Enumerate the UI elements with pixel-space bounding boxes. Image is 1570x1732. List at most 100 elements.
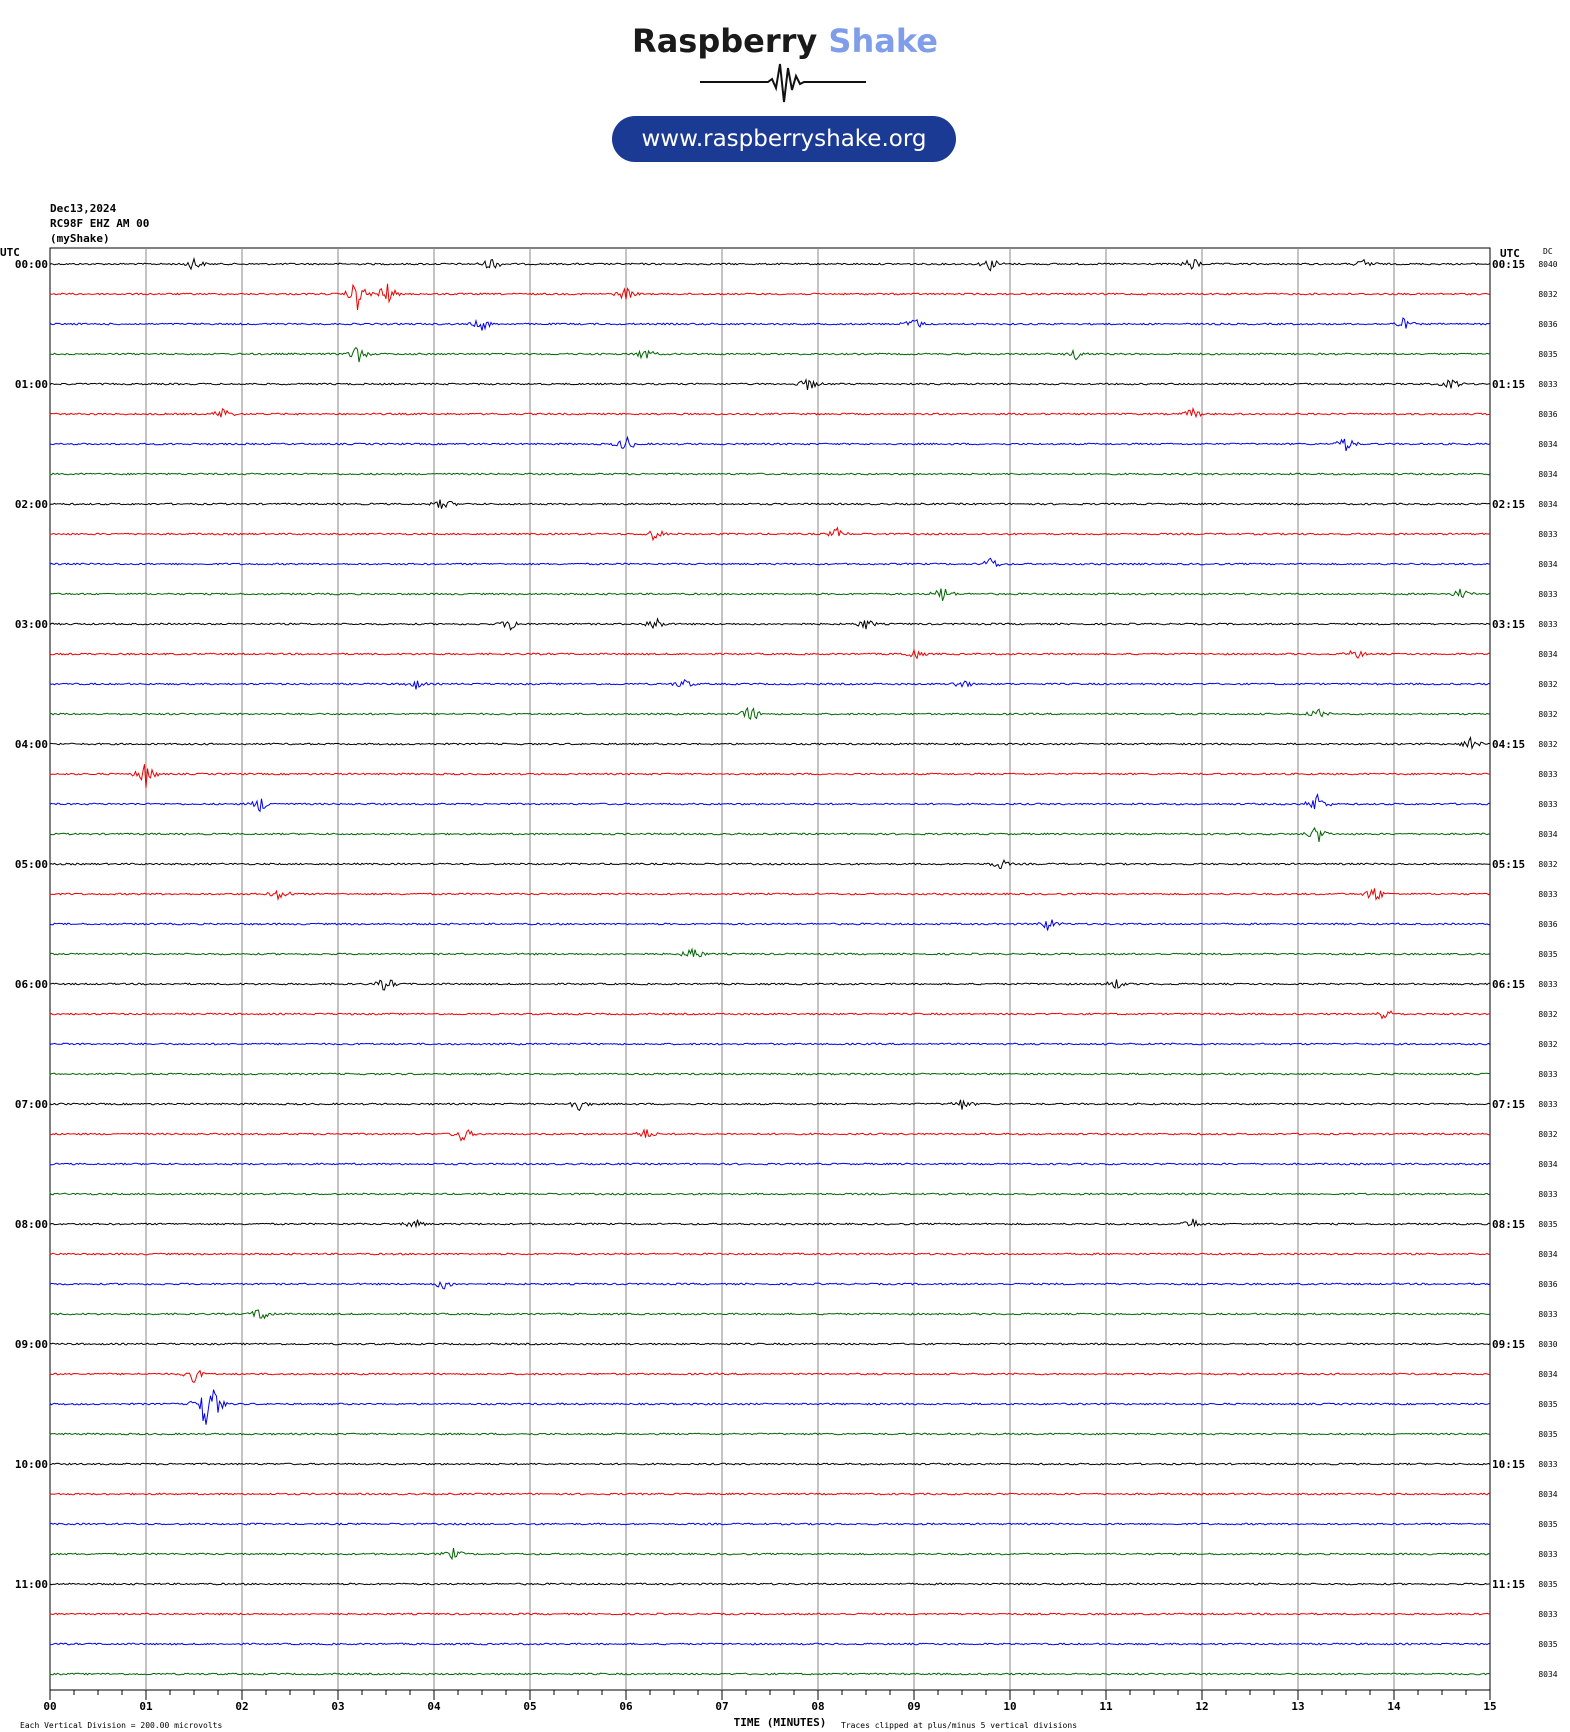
date-label: Dec13,2024: [50, 202, 117, 215]
trace-row-11: [49, 588, 1491, 601]
dc-offset-label: 8032: [1538, 1040, 1557, 1049]
dc-offset-label: 8035: [1538, 350, 1557, 359]
left-axis-title: UTC: [0, 246, 20, 259]
trace-row-41: [49, 1492, 1491, 1496]
dc-offset-label: 8034: [1538, 470, 1557, 479]
x-tick-label: 03: [331, 1700, 344, 1713]
dc-offset-label: 8033: [1538, 380, 1557, 389]
x-tick-label: 07: [715, 1700, 728, 1713]
trace-row-39: [49, 1432, 1491, 1436]
dc-offset-label: 8033: [1538, 1550, 1557, 1559]
dc-offset-label: 8034: [1538, 560, 1557, 569]
right-time-label: 07:15: [1492, 1098, 1525, 1111]
dc-offset-label: 8033: [1538, 890, 1557, 899]
trace-row-44: [49, 1582, 1491, 1586]
left-time-label: 08:00: [15, 1218, 48, 1231]
clip-note: Traces clipped at plus/minus 5 vertical …: [841, 1721, 1078, 1730]
right-time-label: 05:15: [1492, 858, 1525, 871]
trace-row-25: [49, 1010, 1490, 1020]
x-tick-label: 10: [1003, 1700, 1016, 1713]
dc-offset-label: 8030: [1538, 1340, 1557, 1349]
trace-row-31: [49, 1192, 1491, 1196]
grid: [49, 247, 1491, 1700]
x-tick-label: 12: [1195, 1700, 1208, 1713]
left-time-label: 07:00: [15, 1098, 48, 1111]
trace-row-3: [49, 346, 1491, 363]
dc-offset-label: 8032: [1538, 1010, 1557, 1019]
x-axis-label: TIME (MINUTES): [734, 1716, 827, 1729]
dc-offset-label: 8032: [1538, 1130, 1557, 1139]
left-time-label: 09:00: [15, 1338, 48, 1351]
trace-row-10: [49, 557, 1491, 568]
dc-offset-label: 8033: [1538, 980, 1557, 989]
trace-row-27: [49, 1072, 1491, 1076]
trace-row-19: [49, 826, 1491, 842]
trace-row-36: [49, 1342, 1491, 1346]
right-time-label: 11:15: [1492, 1578, 1525, 1591]
left-time-label: 03:00: [15, 618, 48, 631]
dc-offset-label: 8036: [1538, 320, 1557, 329]
left-time-label: 00:00: [15, 258, 48, 271]
trace-row-32: [49, 1218, 1491, 1229]
dc-offset-label: 8033: [1538, 1190, 1557, 1199]
trace-row-24: [49, 979, 1491, 991]
x-tick-label: 15: [1483, 1700, 1496, 1713]
dc-offset-label: 8033: [1538, 1070, 1557, 1079]
dc-offset-label: 8032: [1538, 860, 1557, 869]
trace-row-37: [49, 1369, 1490, 1384]
dc-offset-label: 8034: [1538, 1160, 1557, 1169]
traces: [49, 256, 1491, 1676]
left-time-label: 04:00: [15, 738, 48, 751]
right-time-label: 08:15: [1492, 1218, 1525, 1231]
right-time-label: 10:15: [1492, 1458, 1525, 1471]
dc-offset-label: 8034: [1538, 1370, 1557, 1379]
trace-row-0: [49, 256, 1491, 272]
dc-offset-label: 8033: [1538, 1610, 1557, 1619]
dc-offset-label: 8033: [1538, 1100, 1557, 1109]
trace-row-46: [49, 1642, 1491, 1646]
x-tick-label: 08: [811, 1700, 824, 1713]
dc-offset-label: 8035: [1538, 950, 1557, 959]
left-time-label: 11:00: [15, 1578, 48, 1591]
trace-row-42: [49, 1522, 1491, 1526]
dc-offset-label: 8035: [1538, 1640, 1557, 1649]
dc-offset-label: 8033: [1538, 800, 1557, 809]
trace-row-13: [49, 648, 1491, 660]
trace-row-14: [49, 678, 1491, 690]
dc-offset-label: 8035: [1538, 1220, 1557, 1229]
dc-offset-label: 8036: [1538, 1280, 1557, 1289]
x-tick-label: 06: [619, 1700, 633, 1713]
website-link[interactable]: www.raspberryshake.org: [612, 116, 956, 162]
trace-row-20: [49, 858, 1491, 870]
trace-row-4: [49, 377, 1491, 390]
trace-row-17: [49, 764, 1491, 788]
trace-row-2: [49, 317, 1491, 331]
dc-offset-label: 8036: [1538, 920, 1557, 929]
x-tick-label: 09: [907, 1700, 920, 1713]
right-axis-title: UTC: [1500, 247, 1520, 260]
dc-offset-label: 8033: [1538, 620, 1557, 629]
trace-row-30: [49, 1162, 1491, 1166]
x-tick-label: 00: [43, 1700, 56, 1713]
dc-column-title: DC: [1543, 247, 1553, 256]
dc-offset-label: 8032: [1538, 710, 1557, 719]
trace-row-35: [49, 1309, 1491, 1320]
right-time-label: 09:15: [1492, 1338, 1525, 1351]
station-label: RC98F EHZ AM 00: [50, 217, 150, 230]
trace-row-26: [49, 1042, 1491, 1046]
trace-row-33: [49, 1252, 1491, 1256]
left-time-label: 10:00: [15, 1458, 48, 1471]
left-time-label: 05:00: [15, 858, 48, 871]
trace-row-18: [49, 793, 1491, 813]
plot-frame: [49, 247, 1491, 1691]
trace-row-15: [49, 706, 1491, 721]
dc-offset-label: 8034: [1538, 830, 1557, 839]
trace-row-22: [49, 919, 1491, 931]
trace-row-28: [49, 1099, 1491, 1112]
x-tick-label: 05: [523, 1700, 536, 1713]
x-tick-label: 02: [235, 1700, 248, 1713]
right-time-label: 02:15: [1492, 498, 1525, 511]
dc-offset-label: 8033: [1538, 530, 1557, 539]
brand-name-part2: Shake: [828, 22, 938, 60]
dc-offset-label: 8033: [1538, 1310, 1557, 1319]
